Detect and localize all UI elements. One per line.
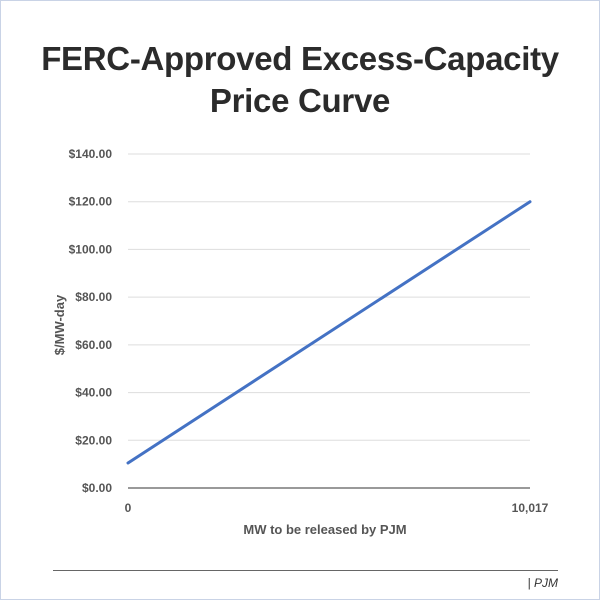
y-tick-label: $120.00 — [69, 195, 113, 209]
x-axis-ticks: 0 10,017 — [125, 501, 549, 515]
series-lines — [126, 200, 532, 465]
y-tick-label: $0.00 — [82, 481, 112, 495]
series-line — [126, 200, 532, 465]
source-credit: | PJM — [527, 576, 558, 590]
footer-rule — [53, 570, 558, 571]
chart-title: FERC-Approved Excess-Capacity Price Curv… — [0, 38, 600, 122]
y-axis-ticks: $0.00 $20.00 $40.00 $60.00 $80.00 $100.00 $120… — [69, 147, 113, 495]
chart-title-line-1: FERC-Approved Excess-Capacity — [41, 40, 559, 77]
y-tick-label: $100.00 — [69, 242, 113, 256]
y-tick-label: $20.00 — [75, 433, 112, 447]
chart-title-line-2: Price Curve — [209, 82, 391, 119]
gridlines — [128, 153, 530, 489]
x-axis-title: MW to be released by PJM — [243, 522, 406, 537]
x-tick-label: 10,017 — [512, 501, 549, 515]
y-axis-title: $/MW-day — [52, 294, 67, 355]
y-tick-label: $140.00 — [69, 147, 113, 161]
y-tick-label: $60.00 — [75, 338, 112, 352]
y-tick-label: $80.00 — [75, 290, 112, 304]
y-tick-label: $40.00 — [75, 386, 112, 400]
x-tick-label: 0 — [125, 501, 132, 515]
